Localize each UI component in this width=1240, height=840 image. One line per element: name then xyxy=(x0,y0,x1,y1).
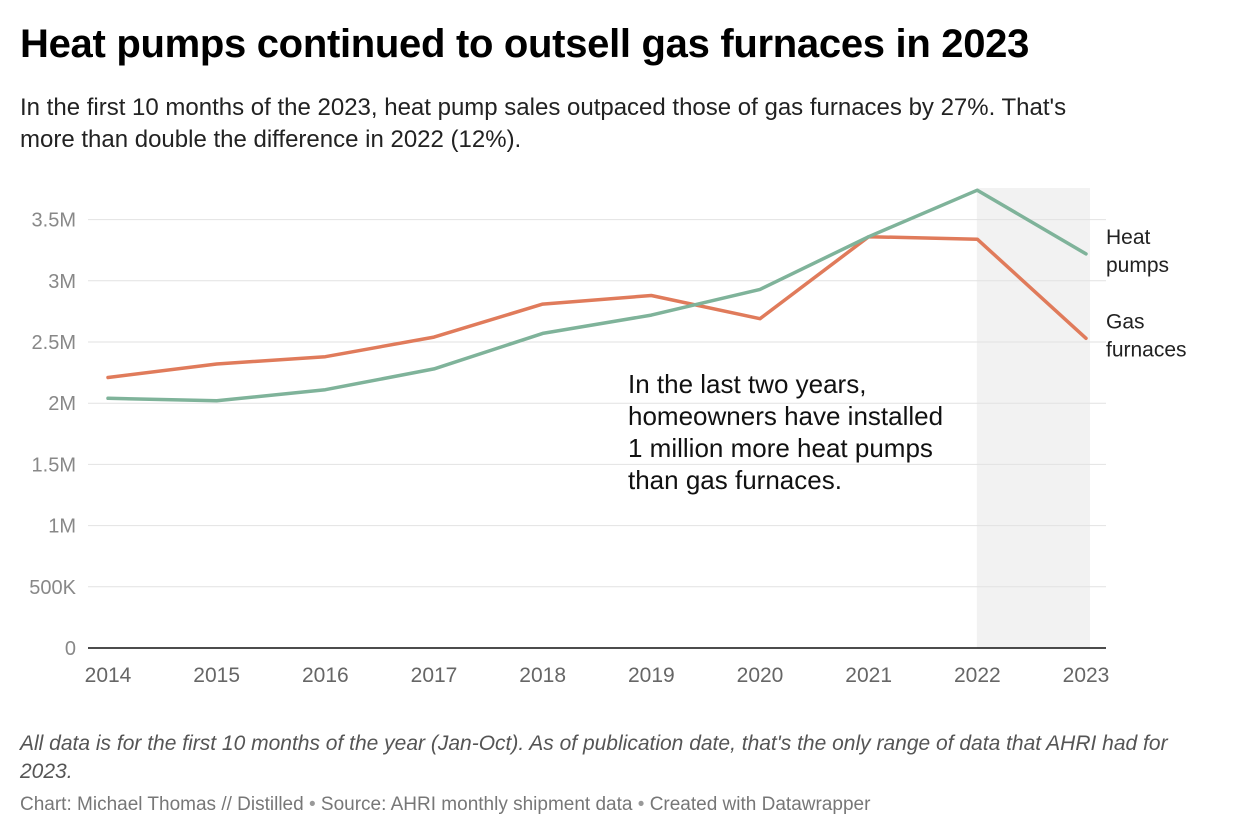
x-tick-label: 2023 xyxy=(1063,664,1110,687)
x-tick-label: 2020 xyxy=(737,664,784,687)
x-tick-label: 2014 xyxy=(85,664,132,687)
y-tick-label: 3M xyxy=(48,271,76,293)
annotation-line: homeowners have installed xyxy=(628,401,943,431)
chart-title: Heat pumps continued to outsell gas furn… xyxy=(20,22,1030,66)
highlight-band xyxy=(976,188,1090,648)
y-tick-label: 2.5M xyxy=(32,332,76,354)
credit-tool: Created with Datawrapper xyxy=(649,794,871,815)
series-label-gas-furnaces: Gas xyxy=(1106,310,1145,333)
chart-subtitle: In the first 10 months of the 2023, heat… xyxy=(20,94,1067,153)
annotation-line: 1 million more heat pumps xyxy=(628,433,933,463)
y-tick-label: 0 xyxy=(65,638,76,660)
credit-separator: • xyxy=(637,794,645,815)
x-tick-label: 2015 xyxy=(193,664,240,687)
series-line-gas-furnaces xyxy=(106,234,1088,380)
y-tick-label: 500K xyxy=(29,577,76,599)
x-tick-label: 2018 xyxy=(519,664,566,687)
y-tick-label: 1M xyxy=(48,516,76,538)
x-tick-label: 2022 xyxy=(954,664,1001,687)
chart-notes: All data is for the first 10 months of t… xyxy=(20,732,1168,783)
annotation-line: than gas furnaces. xyxy=(628,465,842,495)
x-tick-label: 2017 xyxy=(411,664,458,687)
series-label-gas-furnaces: furnaces xyxy=(1106,338,1187,361)
y-tick-label: 1.5M xyxy=(32,454,76,476)
chart-credit: Chart: Michael Thomas // Distilled • Sou… xyxy=(20,794,870,816)
x-tick-label: 2016 xyxy=(302,664,349,687)
credit-chart: Chart: Michael Thomas // Distilled xyxy=(20,794,304,815)
y-tick-label: 3.5M xyxy=(32,210,76,232)
credit-source: Source: AHRI monthly shipment data xyxy=(320,794,633,815)
series-line-heat-pumps xyxy=(106,188,1088,403)
line-chart: 0 500K 1M 1.5M 2M 2.5M 3M 3.5M 2014 2015 2016 2017 2… xyxy=(29,188,1187,687)
x-tick-label: 2019 xyxy=(628,664,675,687)
y-tick-label: 2M xyxy=(48,393,76,415)
annotation-line: In the last two years, xyxy=(628,369,866,399)
credit-separator: • xyxy=(308,794,316,815)
series-label-heat-pumps: Heat xyxy=(1106,226,1151,249)
series-label-heat-pumps: pumps xyxy=(1106,254,1169,277)
x-tick-label: 2021 xyxy=(845,664,892,687)
